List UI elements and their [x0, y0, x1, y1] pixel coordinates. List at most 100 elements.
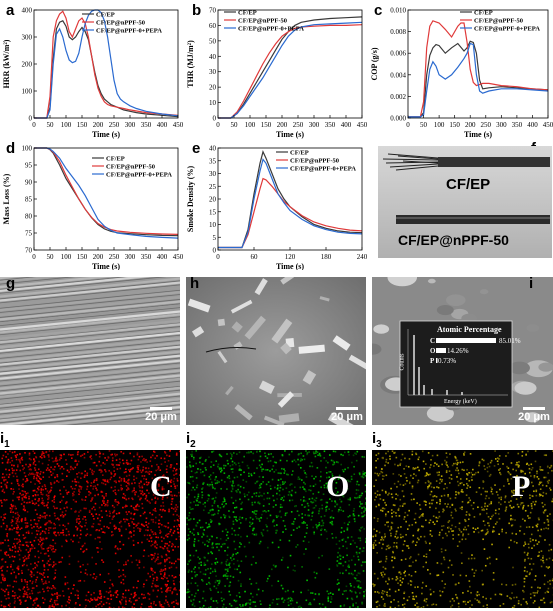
map-o-dot-326: [286, 512, 288, 514]
map-c-dot-1670: [21, 456, 23, 459]
map-o-dot-247: [327, 593, 330, 595]
map-p-dot-683: [484, 497, 487, 500]
map-c-dot-520: [19, 469, 22, 472]
map-c-dot-2143: [172, 543, 174, 546]
map-c-dot-638: [124, 596, 127, 599]
map-o-dot-704: [324, 606, 327, 608]
map-o-dot-738: [202, 532, 204, 535]
map-o-dot-1199: [357, 514, 360, 517]
map-o-dot-994: [276, 498, 278, 500]
map-o-dot-455: [350, 475, 353, 478]
map-p-dot-497: [464, 600, 466, 603]
map-o-dot-1194: [346, 528, 349, 531]
map-c-dot-1609: [47, 501, 49, 504]
map-c-dot-67: [106, 501, 109, 504]
map-o-dot-1029: [242, 603, 244, 606]
map-o-dot-1421: [199, 468, 202, 471]
map-c-dot-2180: [122, 569, 124, 572]
map-o-dot-609: [238, 467, 241, 470]
map-p-dot-641: [459, 574, 462, 577]
map-o-dot-414: [273, 525, 276, 527]
map-p-dot-1277: [453, 600, 455, 602]
map-p-dot-944: [472, 527, 475, 529]
map-c-dot-114: [17, 573, 20, 575]
map-c-dot-2106: [165, 599, 167, 602]
map-o-dot-342: [284, 525, 286, 527]
map-p-dot-1042: [378, 542, 381, 544]
map-o-dot-514: [211, 498, 214, 500]
y-axis-label-e: Smoke Density (%): [186, 166, 195, 233]
map-c-dot-1065: [140, 603, 143, 606]
map-c-dot-1462: [74, 500, 77, 503]
map-o-dot-122: [329, 601, 332, 603]
map-c-dot-555: [93, 518, 95, 520]
map-o-dot-1235: [258, 475, 261, 478]
map-c-dot-1378: [15, 575, 17, 577]
map-c-dot-1490: [61, 466, 64, 468]
map-o-dot-47: [212, 514, 215, 516]
map-p-dot-229: [469, 585, 471, 588]
map-o-dot-568: [287, 597, 290, 600]
map-o-dot-308: [283, 472, 286, 474]
blob-i-21: [508, 361, 530, 375]
map-p-dot-900: [393, 541, 396, 544]
map-c-dot-1906: [29, 550, 31, 552]
map-c-dot-795: [103, 531, 106, 534]
map-p-dot-1144: [449, 497, 452, 500]
map-c-dot-1399: [109, 512, 112, 515]
map-o-dot-1131: [232, 576, 235, 578]
map-c-dot-745: [48, 581, 50, 583]
map-c-dot-175: [125, 505, 128, 507]
map-p-dot-714: [505, 584, 508, 586]
map-p-dot-63: [422, 460, 425, 463]
map-p-dot-765: [535, 490, 538, 493]
map-c-dot-603: [164, 542, 167, 545]
map-p-dot-432: [460, 531, 463, 533]
map-p-dot-388: [429, 530, 432, 532]
map-c-dot-2184: [120, 603, 122, 605]
map-c-dot-1133: [10, 566, 12, 568]
fiber-gap-g-20: [0, 353, 180, 373]
map-o-dot-1049: [363, 511, 365, 513]
map-c-dot-1103: [150, 456, 152, 459]
map-c-dot-126: [138, 527, 141, 530]
map-p-dot-943: [489, 473, 492, 476]
eds-row-p-val: 0.73%: [438, 357, 457, 365]
map-p-dot-831: [507, 452, 510, 454]
map-c-dot-890: [176, 506, 179, 508]
map-p-dot-766: [549, 579, 551, 582]
map-o-dot-94: [193, 538, 196, 540]
map-o-dot-557: [277, 515, 280, 517]
map-p-dot-920: [492, 572, 495, 574]
map-c-dot-1527: [114, 526, 117, 529]
map-c-dot-869: [74, 480, 77, 483]
map-c-dot-9: [59, 467, 62, 470]
map-c-dot-1733: [144, 467, 147, 470]
map-c-dot-1985: [160, 536, 163, 539]
map-c-dot-1418: [137, 458, 140, 461]
map-c-dot-763: [18, 496, 21, 498]
map-c-dot-16: [19, 528, 21, 531]
map-c-dot-61: [79, 509, 82, 512]
map-p-dot-612: [469, 600, 471, 602]
map-o-dot-1398: [280, 559, 283, 561]
map-c-dot-857: [40, 538, 42, 540]
map-p-dot-1084: [390, 601, 392, 603]
map-o-dot-498: [249, 603, 251, 605]
map-p-dot-838: [442, 525, 445, 527]
map-c-dot-1937: [25, 524, 28, 527]
map-c-dot-149: [77, 460, 80, 463]
map-p-dot-955: [374, 591, 376, 593]
map-c-dot-1029: [37, 519, 40, 522]
map-c-dot-1729: [111, 459, 114, 462]
map-p-dot-1236: [520, 496, 522, 499]
map-o-dot-538: [255, 533, 258, 536]
map-p-dot-473: [494, 512, 497, 515]
map-c-dot-820: [4, 483, 6, 486]
map-p-dot-475: [501, 583, 503, 586]
map-p-dot-1239: [463, 451, 466, 454]
map-p-dot-769: [527, 450, 529, 453]
fiber-gap-g-4: [0, 280, 180, 300]
map-o-dot-905: [277, 479, 280, 481]
map-p-dot-165: [507, 480, 509, 482]
